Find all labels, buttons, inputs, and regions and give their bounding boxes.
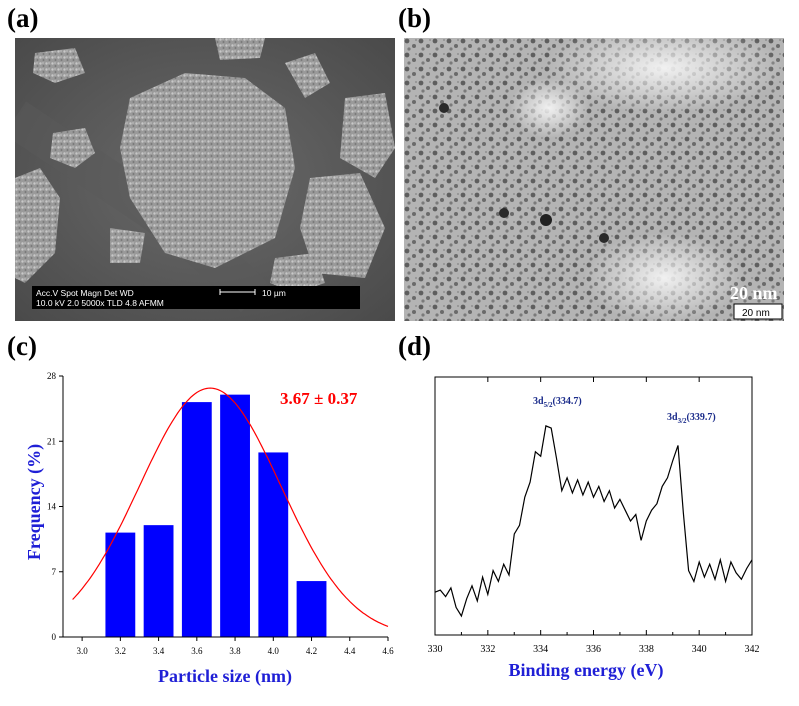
panel-label-d: (d): [398, 331, 431, 361]
tem-image-panel: 20 nm 20 nm: [404, 38, 784, 321]
sem-particle: [33, 48, 85, 83]
sem-scale-label: 10 µm: [262, 288, 286, 298]
sem-particle: [340, 93, 395, 178]
histogram-chart: 0 7 14 21 28 3.0 3.2 3.4 3.6 3.8 4.0 4.2 4.4 4.6 3.67…: [24, 371, 394, 687]
x-tick-label: 332: [480, 644, 495, 655]
y-tick-label: 21: [47, 436, 56, 446]
tem-micrograph: 20 nm 20 nm: [404, 38, 784, 321]
sem-particle: [15, 168, 60, 283]
fit-annotation: 3.67 ± 0.37: [280, 389, 358, 408]
sem-particle: [285, 53, 330, 98]
sem-image-panel: Acc.V Spot Magn Det WD 10.0 kV 2.0 5000x…: [15, 38, 395, 321]
x-tick-label: 338: [639, 644, 654, 655]
gaussian-fit-curve: [72, 387, 389, 627]
y-tick-label: 0: [52, 632, 57, 642]
x-tick-label: 3.0: [76, 646, 88, 656]
tem-nanoparticle: [499, 208, 509, 218]
x-axis-title: Binding energy (eV): [509, 660, 664, 681]
histogram-bar: [143, 525, 174, 637]
panel-label-b: (b): [398, 3, 431, 33]
y-tick-label: 7: [52, 567, 57, 577]
histogram-bar: [220, 394, 250, 637]
tem-scale-box-label: 20 nm: [742, 308, 770, 319]
histogram-bar: [296, 581, 327, 637]
histogram-bar: [258, 452, 289, 637]
x-tick-label: 334: [533, 644, 548, 655]
sem-particle: [50, 128, 95, 168]
sem-info-values: 10.0 kV 2.0 5000x TLD 4.8 AFMM: [36, 298, 164, 308]
x-tick-label: 4.2: [306, 646, 317, 656]
sem-particle: [270, 253, 325, 293]
sem-micrograph: Acc.V Spot Magn Det WD 10.0 kV 2.0 5000x…: [15, 38, 395, 321]
histogram-bar: [181, 402, 212, 637]
tem-nanoparticle: [599, 233, 609, 243]
tem-nanoparticle: [540, 214, 552, 226]
x-tick-label: 342: [745, 644, 760, 655]
x-tick-label: 3.2: [115, 646, 126, 656]
tem-scale-text: 20 nm: [730, 283, 778, 303]
peak-label: 3d3/2(339.7): [667, 412, 716, 425]
xps-spectrum-chart: 330 332 334 336 338 340 342 3d5/2(334.7) 3d3/2(3…: [428, 376, 760, 681]
histogram-bar: [105, 532, 136, 637]
y-tick-label: 28: [47, 371, 57, 381]
panel-label-a: (a): [7, 3, 39, 33]
sem-particle: [300, 173, 385, 278]
x-tick-label: 340: [692, 644, 707, 655]
x-tick-label: 3.4: [153, 646, 165, 656]
sem-particle: [215, 38, 265, 60]
sem-info-header: Acc.V Spot Magn Det WD: [36, 288, 134, 298]
x-axis-title: Particle size (nm): [158, 666, 292, 687]
x-tick-label: 330: [428, 644, 443, 655]
x-tick-label: 3.6: [191, 646, 203, 656]
y-tick-label: 14: [47, 502, 57, 512]
xps-spectrum-line: [434, 425, 753, 618]
tem-nanoparticle: [439, 103, 449, 113]
x-tick-label: 4.0: [268, 646, 280, 656]
panel-label-c: (c): [7, 331, 37, 361]
sem-particle: [120, 73, 295, 268]
x-tick-label: 4.6: [382, 646, 394, 656]
peak-label: 3d5/2(334.7): [533, 396, 582, 409]
sem-particle: [110, 228, 145, 263]
x-tick-label: 336: [586, 644, 601, 655]
x-tick-label: 4.4: [344, 646, 356, 656]
x-tick-label: 3.8: [229, 646, 241, 656]
y-axis-title: Frequency (%): [24, 444, 45, 560]
